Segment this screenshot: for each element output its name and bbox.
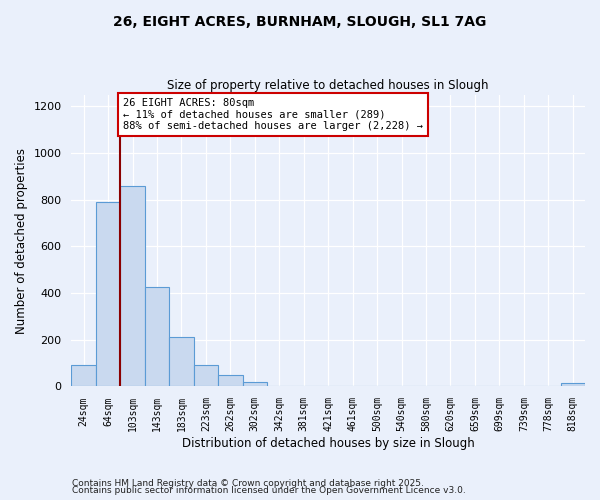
- Bar: [169, 338, 194, 386]
- Text: Contains HM Land Registry data © Crown copyright and database right 2025.: Contains HM Land Registry data © Crown c…: [72, 478, 424, 488]
- Y-axis label: Number of detached properties: Number of detached properties: [15, 148, 28, 334]
- Text: Contains public sector information licensed under the Open Government Licence v3: Contains public sector information licen…: [72, 486, 466, 495]
- Bar: [218, 375, 242, 386]
- Title: Size of property relative to detached houses in Slough: Size of property relative to detached ho…: [167, 79, 489, 92]
- Bar: [145, 287, 169, 386]
- Bar: [560, 383, 585, 386]
- Text: 26 EIGHT ACRES: 80sqm
← 11% of detached houses are smaller (289)
88% of semi-det: 26 EIGHT ACRES: 80sqm ← 11% of detached …: [123, 98, 423, 132]
- X-axis label: Distribution of detached houses by size in Slough: Distribution of detached houses by size …: [182, 437, 475, 450]
- Bar: [96, 202, 121, 386]
- Bar: [242, 382, 267, 386]
- Bar: [121, 186, 145, 386]
- Text: 26, EIGHT ACRES, BURNHAM, SLOUGH, SL1 7AG: 26, EIGHT ACRES, BURNHAM, SLOUGH, SL1 7A…: [113, 15, 487, 29]
- Bar: [194, 366, 218, 386]
- Bar: [71, 366, 96, 386]
